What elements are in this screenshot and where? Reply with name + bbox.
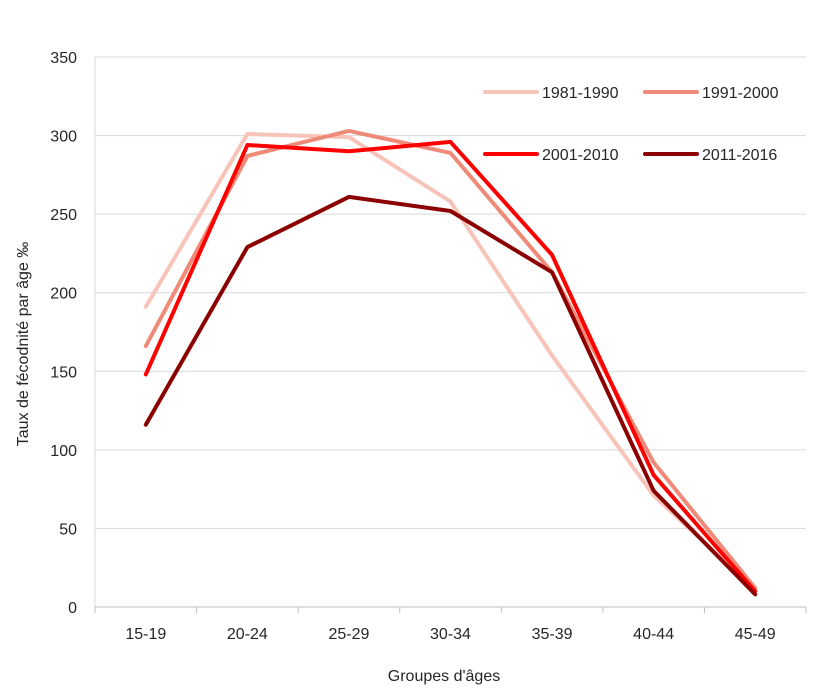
y-tick-label: 300 bbox=[50, 129, 77, 146]
x-axis-title: Groupes d'âges bbox=[388, 668, 500, 685]
y-tick-label: 0 bbox=[68, 600, 77, 617]
series-line-1991-2000 bbox=[143, 128, 758, 591]
y-tick-label: 100 bbox=[50, 443, 77, 460]
legend-label: 2001-2010 bbox=[542, 147, 619, 164]
x-tick-label: 35-39 bbox=[532, 626, 573, 643]
series-line-2001-2010 bbox=[143, 139, 758, 594]
legend-item: 2011-2016 bbox=[643, 147, 777, 164]
legend-item: 1981-1990 bbox=[483, 85, 619, 102]
x-tick-label: 30-34 bbox=[430, 626, 471, 643]
legend-label: 1981-1990 bbox=[542, 85, 619, 102]
gridlines bbox=[95, 56, 806, 529]
series-line-2011-2016 bbox=[143, 194, 758, 597]
y-tick-label: 150 bbox=[50, 364, 77, 381]
x-tick-label: 20-24 bbox=[227, 626, 268, 643]
legend: 1981-1990 1991-2000 2001-2010 2011-2016 bbox=[483, 85, 779, 164]
legend-label: 1991-2000 bbox=[702, 85, 779, 102]
x-tick-labels: 15-19 20-24 25-29 30-34 35-39 40-44 45-49 bbox=[125, 626, 775, 643]
x-tick-label: 15-19 bbox=[125, 626, 166, 643]
y-axis-title: Taux de fécodnité par âge ‰ bbox=[15, 242, 32, 447]
y-tick-labels: 0 50 100 150 200 250 300 350 bbox=[50, 50, 77, 617]
axes bbox=[94, 57, 807, 613]
y-tick-label: 50 bbox=[59, 521, 77, 538]
x-tick-label: 45-49 bbox=[735, 626, 776, 643]
x-tick-label: 40-44 bbox=[633, 626, 674, 643]
legend-item: 1991-2000 bbox=[643, 85, 779, 102]
x-tick-label: 25-29 bbox=[328, 626, 369, 643]
series-lines bbox=[143, 128, 758, 597]
y-tick-label: 250 bbox=[50, 207, 77, 224]
legend-label: 2011-2016 bbox=[702, 147, 777, 164]
series-line-1981-1990 bbox=[143, 132, 758, 592]
y-tick-label: 200 bbox=[50, 286, 77, 303]
legend-item: 2001-2010 bbox=[483, 147, 619, 164]
y-tick-label: 350 bbox=[50, 50, 77, 67]
